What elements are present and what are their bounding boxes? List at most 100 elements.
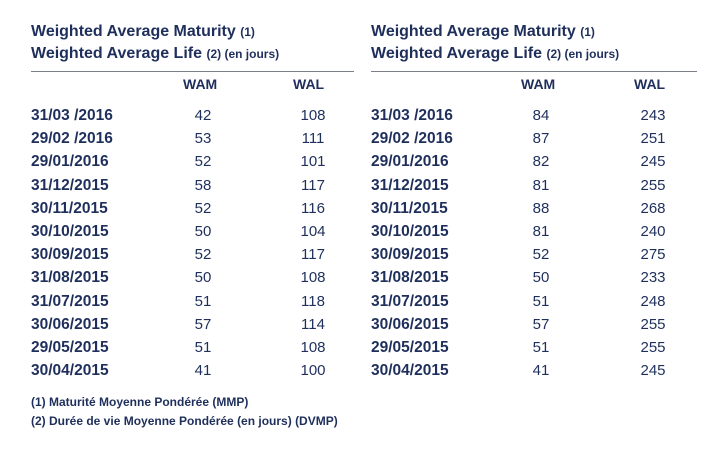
table-row: 30/10/2015 50 104 [31, 220, 354, 243]
table-row: 30/06/2015 57 255 [371, 313, 697, 336]
row-wal-value: 268 [640, 199, 666, 217]
row-date: 31/12/2015 [31, 176, 109, 194]
row-wal-value: 117 [301, 246, 325, 264]
row-date: 31/07/2015 [371, 292, 449, 310]
footnote-2: (2) Durée de vie Moyenne Pondérée (en jo… [31, 414, 338, 428]
row-wal-value: 255 [640, 315, 666, 333]
table-row: 30/10/2015 81 240 [371, 220, 697, 243]
row-wal-value: 248 [640, 292, 666, 310]
row-wal-value: 108 [300, 269, 326, 287]
row-wal-value: 118 [301, 292, 325, 310]
table-row: 30/11/2015 52 116 [31, 197, 354, 220]
row-wam-value: 82 [532, 153, 550, 171]
column-header-wal: WAL [634, 76, 666, 92]
wal-title: Weighted Average Life (2) (en jours) [31, 43, 279, 65]
row-wam-value: 84 [532, 107, 550, 124]
row-wam-value: 50 [532, 269, 550, 287]
row-wal-value: 255 [640, 176, 666, 194]
row-wal-value: 100 [300, 362, 326, 380]
wal-title-note: (2) (en jours) [546, 47, 620, 61]
row-wal-value: 104 [300, 222, 326, 240]
row-wam-value: 50 [194, 222, 212, 240]
row-wal-value: 240 [640, 222, 666, 240]
row-date: 31/08/2015 [31, 269, 109, 287]
wal-title-note: (2) (en jours) [206, 47, 280, 61]
table-row: 31/08/2015 50 108 [31, 266, 354, 289]
row-wal-value: 108 [300, 107, 326, 124]
row-date: 29/01/2016 [371, 153, 449, 171]
row-wam-value: 53 [194, 130, 212, 148]
row-date: 30/10/2015 [31, 222, 109, 240]
row-wam-value: 51 [532, 292, 550, 310]
row-date: 29/01/2016 [31, 153, 109, 171]
footnote-1: (1) Maturité Moyenne Pondérée (MMP) [31, 395, 249, 409]
row-date: 30/04/2015 [371, 362, 449, 380]
wam-title-note: (1) [580, 25, 595, 39]
row-date: 31/03 /2016 [31, 107, 113, 124]
table-body: 31/03 /2016 84 243 29/02 /2016 87 251 29/01/20… [371, 104, 697, 382]
row-wam-value: 57 [532, 315, 550, 333]
row-date: 31/03 /2016 [371, 107, 453, 124]
table-row: 30/06/2015 57 114 [31, 313, 354, 336]
wam-title: Weighted Average Maturity (1) [371, 21, 595, 43]
row-wam-value: 50 [194, 269, 212, 287]
column-header-wam: WAM [521, 76, 556, 92]
row-wam-value: 42 [194, 107, 212, 124]
row-date: 30/04/2015 [31, 362, 109, 380]
table-row: 31/12/2015 58 117 [31, 174, 354, 197]
table-row: 30/04/2015 41 100 [31, 359, 354, 382]
row-wam-value: 58 [194, 176, 212, 194]
row-wal-value: 111 [301, 130, 325, 148]
row-wal-value: 275 [640, 246, 666, 264]
table-row: 30/09/2015 52 117 [31, 243, 354, 266]
row-date: 31/07/2015 [31, 292, 109, 310]
row-wal-value: 114 [301, 315, 325, 333]
wal-title-text: Weighted Average Life [31, 45, 202, 62]
wal-title-text: Weighted Average Life [371, 45, 542, 62]
table-row: 31/08/2015 50 233 [371, 266, 697, 289]
wam-title: Weighted Average Maturity (1) [31, 21, 255, 43]
table-row: 29/05/2015 51 255 [371, 336, 697, 359]
table-row: 31/07/2015 51 248 [371, 290, 697, 313]
table-row: 31/03 /2016 84 243 [371, 104, 697, 127]
column-header-wam: WAM [183, 76, 218, 92]
table-row: 29/02 /2016 87 251 [371, 127, 697, 150]
row-wal-value: 255 [640, 338, 666, 356]
row-wam-value: 81 [532, 222, 550, 240]
row-wal-value: 251 [640, 130, 666, 148]
row-wam-value: 41 [532, 362, 550, 380]
row-wam-value: 88 [532, 199, 550, 217]
table-row: 30/11/2015 88 268 [371, 197, 697, 220]
row-date: 29/05/2015 [31, 338, 109, 356]
row-wam-value: 41 [194, 362, 212, 380]
row-date: 30/06/2015 [371, 315, 449, 333]
row-date: 29/02 /2016 [31, 130, 113, 148]
row-date: 30/09/2015 [371, 246, 449, 264]
footnotes: (1) Maturité Moyenne Pondérée (MMP) (2) … [31, 393, 338, 431]
table-row: 29/05/2015 51 108 [31, 336, 354, 359]
row-wam-value: 51 [194, 292, 212, 310]
row-date: 29/05/2015 [371, 338, 449, 356]
row-date: 30/06/2015 [31, 315, 109, 333]
column-header-wal: WAL [293, 76, 325, 92]
row-wam-value: 52 [194, 246, 212, 264]
row-date: 29/02 /2016 [371, 130, 453, 148]
row-wal-value: 243 [640, 107, 666, 124]
row-wal-value: 233 [640, 269, 666, 287]
table-row: 29/02 /2016 53 111 [31, 127, 354, 150]
header-divider [31, 71, 354, 72]
row-date: 30/11/2015 [31, 199, 108, 217]
row-wam-value: 52 [532, 246, 550, 264]
row-wal-value: 245 [640, 153, 666, 171]
header-divider [371, 71, 697, 72]
row-date: 31/08/2015 [371, 269, 449, 287]
table-row: 31/03 /2016 42 108 [31, 104, 354, 127]
table-body: 31/03 /2016 42 108 29/02 /2016 53 111 29/01/20… [31, 104, 354, 382]
table-row: 29/01/2016 82 245 [371, 150, 697, 173]
row-wal-value: 116 [301, 199, 325, 217]
row-wal-value: 117 [301, 176, 325, 194]
row-wam-value: 51 [194, 338, 212, 356]
row-wam-value: 52 [194, 153, 212, 171]
row-wam-value: 51 [532, 338, 550, 356]
table-row: 30/09/2015 52 275 [371, 243, 697, 266]
